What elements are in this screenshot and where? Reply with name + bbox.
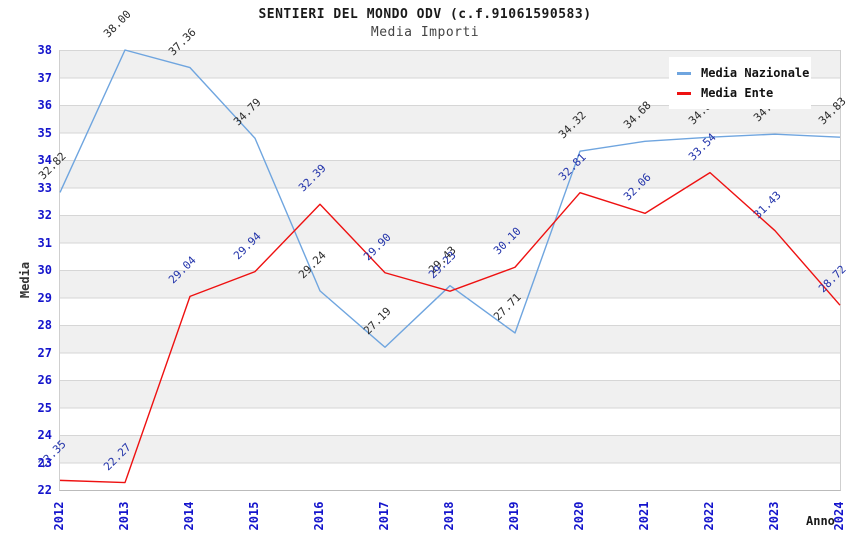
series-line-media-nazionale [59, 49, 841, 348]
chart-title: SENTIERI DEL MONDO ODV (c.f.91061590583) [258, 7, 592, 22]
x-tick-label: 2012 [52, 501, 66, 531]
x-tick-label: 2019 [507, 501, 521, 531]
y-tick-label: 29 [37, 290, 52, 305]
y-tick-label: 32 [37, 208, 52, 222]
x-tick-label: 2023 [767, 501, 781, 531]
series-lines [59, 49, 841, 484]
chart-subtitle: Media Importi [370, 25, 480, 40]
y-tick-label: 25 [37, 400, 52, 415]
y-tick-label: 27 [37, 345, 52, 360]
x-tick-label: 2015 [247, 501, 261, 531]
x-tick-label: 2018 [442, 501, 456, 531]
y-tick-label: 36 [37, 98, 52, 112]
series-line-media-ente [59, 171, 841, 484]
x-tick-label: 2016 [312, 501, 326, 531]
legend-label: Media Ente [701, 86, 774, 100]
plot-area: 32.82 38.00 37.36 34.79 29.24 27.19 29.43 27.71… [36, 8, 849, 491]
y-tick-label: 37 [37, 70, 52, 85]
y-tick-label: 33 [37, 180, 52, 195]
y-tick-label: 24 [37, 428, 52, 442]
y-tick-label: 26 [37, 373, 52, 387]
y-tick-label: 34 [37, 153, 52, 167]
legend-item-ente: Media Ente [677, 84, 805, 102]
x-tick-label: 2020 [572, 501, 586, 531]
legend-label: Media Nazionale [701, 66, 810, 80]
y-tick-label: 30 [37, 263, 52, 277]
x-tick-label: 2022 [702, 501, 716, 531]
ente-line-swatch-icon [677, 91, 691, 95]
x-tick-label: 2014 [182, 501, 196, 531]
y-tick-label: 28 [37, 318, 52, 332]
y-tick-label: 31 [37, 235, 52, 250]
x-axis-title: Anno [806, 514, 835, 528]
y-tick-label: 22 [37, 483, 52, 497]
y-tick-label: 35 [37, 125, 52, 140]
x-tick-label: 2013 [117, 501, 131, 531]
y-tick-label: 23 [37, 455, 52, 470]
x-tick-label: 2017 [377, 501, 391, 531]
legend-item-nazionale: Media Nazionale [677, 64, 809, 82]
legend: Media Nazionale Media Ente [669, 57, 811, 109]
nazionale-line-swatch-icon [677, 71, 691, 75]
x-tick-label: 2021 [637, 501, 651, 531]
y-tick-label: 38 [37, 43, 52, 57]
